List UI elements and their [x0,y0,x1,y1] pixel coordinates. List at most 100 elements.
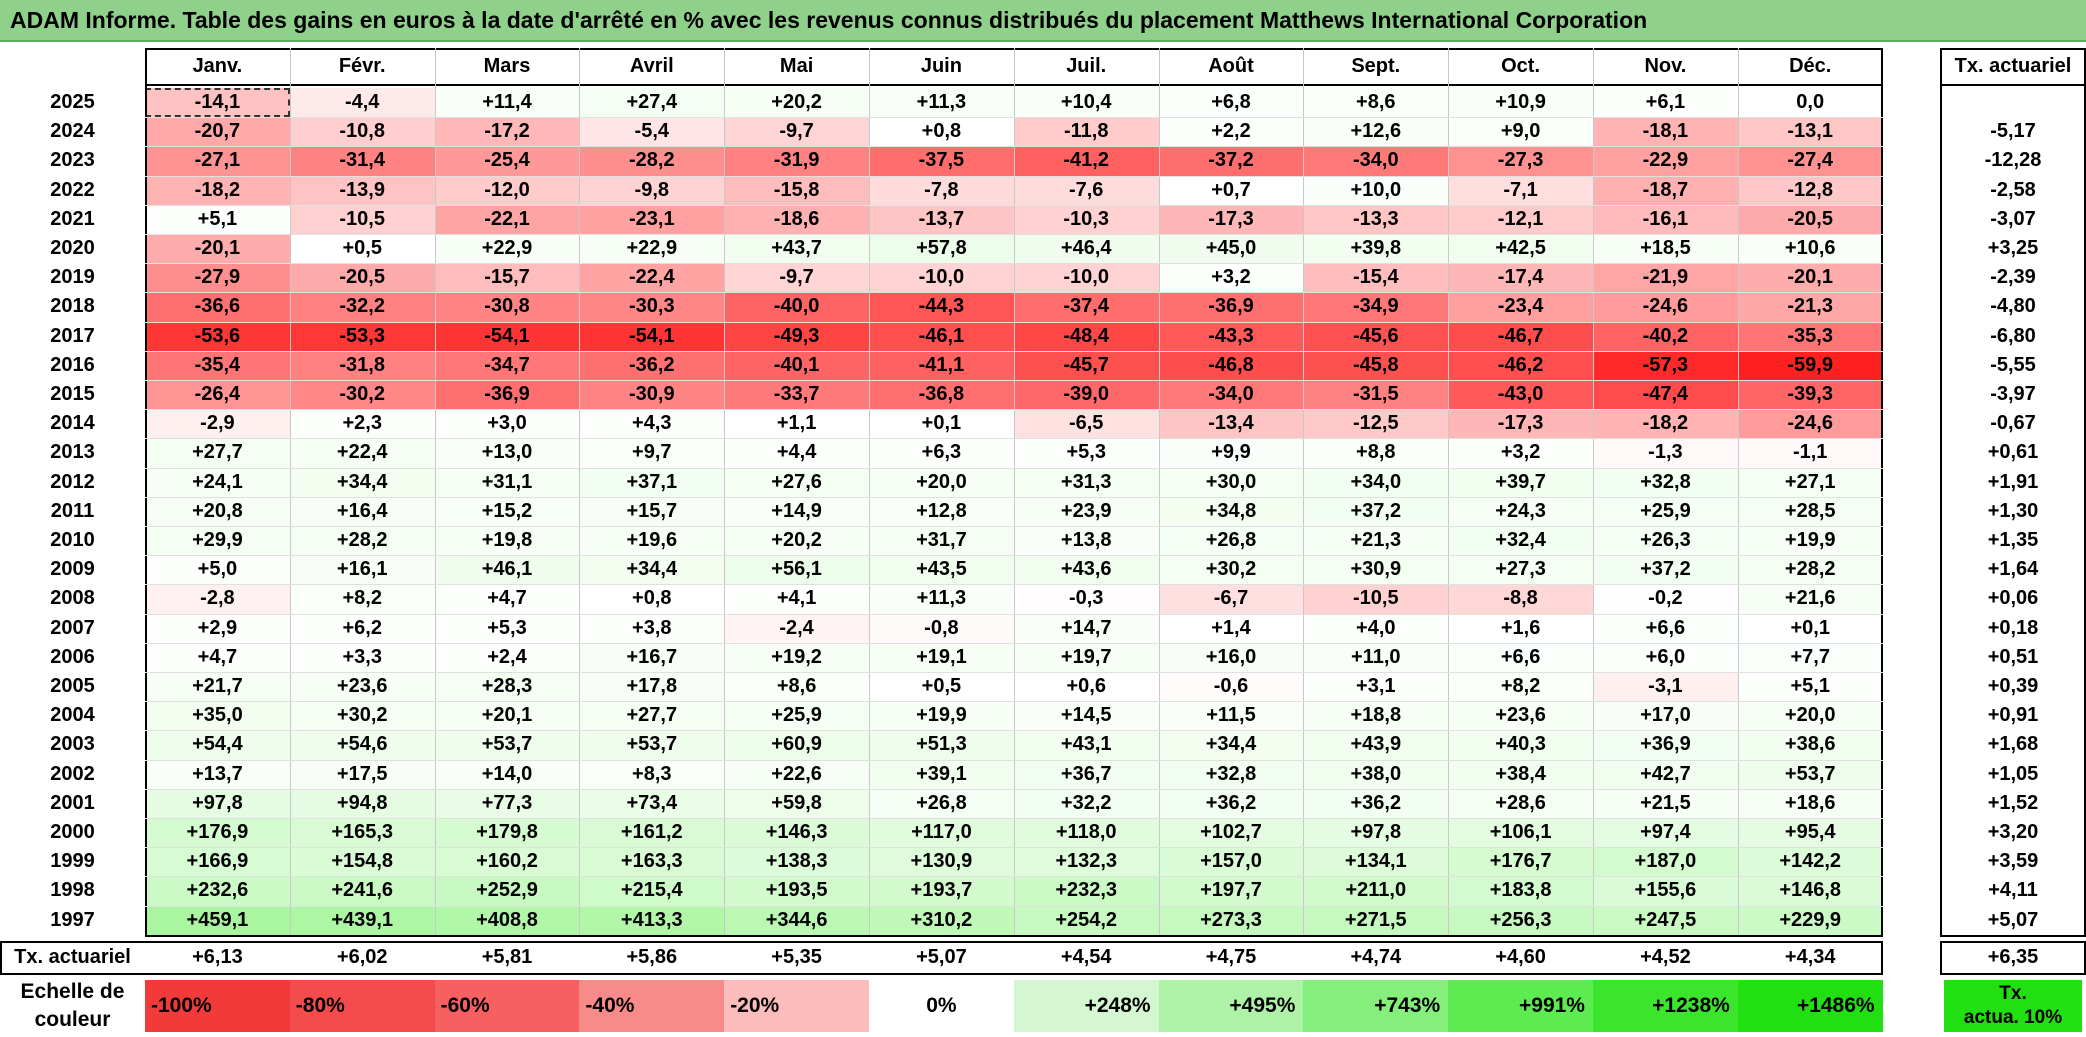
data-cell: -12,1 [1448,204,1593,234]
data-cell: -22,4 [579,263,725,293]
data-cell: -5,4 [579,117,725,147]
rate-cell: +1,35 [1987,529,2039,552]
data-cell: +32,4 [1448,526,1593,556]
data-cell: +16,7 [579,642,725,672]
data-cell: -36,9 [1158,292,1304,322]
data-cell: +118,0 [1013,818,1159,848]
data-cell: -13,3 [1303,204,1449,234]
data-cell: +1,6 [1448,613,1593,643]
data-cell: +4,1 [724,584,869,614]
month-header: Janv. [192,54,243,77]
rate-cell: -5,55 [1990,353,2036,376]
data-cell: -1,3 [1593,438,1738,468]
data-cell: +161,2 [579,818,725,848]
year-label: 2005 [50,675,95,698]
data-cell: +215,4 [579,876,725,906]
data-cell: +165,3 [289,818,435,848]
data-cell: +5,1 [145,204,290,234]
data-cell: +36,2 [1158,788,1304,818]
data-cell: +0,7 [1158,175,1304,205]
footer-rate-cell: +4,52 [1640,946,1691,969]
data-cell: +27,4 [579,88,725,118]
data-cell: -7,8 [869,175,1014,205]
data-cell: +37,2 [1593,555,1738,585]
year-label: 2003 [50,733,95,756]
data-cell: -0,8 [869,613,1014,643]
data-cell: +6,1 [1593,88,1738,118]
data-cell: -24,6 [1737,409,1883,439]
year-label: 2007 [50,616,95,639]
data-cell: +19,2 [724,642,869,672]
data-cell: -25,4 [434,146,580,176]
data-cell: +97,8 [145,788,290,818]
data-cell: +197,7 [1158,876,1304,906]
data-cell: +146,8 [1737,876,1883,906]
data-cell: -11,8 [1013,117,1159,147]
data-cell: +29,9 [145,526,290,556]
year-label: 2010 [50,529,95,552]
rate-cell: -3,07 [1990,207,2036,230]
data-cell: 0,0 [1737,88,1883,118]
data-cell: -18,6 [724,204,869,234]
data-cell: +10,6 [1737,234,1883,264]
data-cell: +14,5 [1013,701,1159,731]
data-cell: +28,2 [1737,555,1883,585]
scale-step: -80% [289,980,435,1032]
data-cell: +34,4 [289,467,435,497]
data-cell: +16,0 [1158,642,1304,672]
data-cell: +142,2 [1737,847,1883,877]
data-cell: -37,5 [869,146,1014,176]
month-header: Avril [629,54,674,77]
data-cell: -53,6 [145,321,290,351]
data-cell: +3,3 [289,642,435,672]
data-cell: +14,9 [724,496,869,526]
data-cell: -22,1 [434,204,580,234]
footer-rate-cell: +6,13 [192,946,243,969]
data-cell: +28,3 [434,672,580,702]
data-cell: +1,4 [1158,613,1304,643]
data-cell: +3,2 [1158,263,1304,293]
data-cell: -17,3 [1158,204,1304,234]
data-cell: -14,1 [145,88,290,118]
rate-cell: +3,20 [1987,821,2039,844]
scale-step: +495% [1158,980,1304,1032]
data-cell: +34,0 [1303,467,1449,497]
data-cell: +187,0 [1593,847,1738,877]
month-header: Sept. [1351,54,1401,77]
data-cell: +459,1 [145,905,290,935]
data-cell: +4,4 [724,438,869,468]
data-cell: +4,0 [1303,613,1449,643]
data-cell: +95,4 [1737,818,1883,848]
data-cell: +241,6 [289,876,435,906]
month-header: Nov. [1644,54,1687,77]
data-cell: -46,2 [1448,350,1593,380]
data-cell: -39,0 [1013,380,1159,410]
data-cell: +6,0 [1593,642,1738,672]
data-cell: +11,4 [434,88,580,118]
year-label: 2000 [50,821,95,844]
data-cell: -13,9 [289,175,435,205]
data-cell: +132,3 [1013,847,1159,877]
data-cell: +39,7 [1448,467,1593,497]
data-cell: -9,7 [724,117,869,147]
data-cell: -46,7 [1448,321,1593,351]
data-cell: -54,1 [579,321,725,351]
data-cell: +0,5 [869,672,1014,702]
year-label: 2004 [50,704,95,727]
data-cell: -18,1 [1593,117,1738,147]
data-cell: +146,3 [724,818,869,848]
data-cell: +6,2 [289,613,435,643]
scale-step: +991% [1448,980,1593,1032]
data-cell: -37,2 [1158,146,1304,176]
data-cell: +11,3 [869,88,1014,118]
data-cell: -30,3 [579,292,725,322]
data-cell: -18,2 [1593,409,1738,439]
data-cell: -45,8 [1303,350,1449,380]
data-cell: -31,4 [289,146,435,176]
data-cell: -30,2 [289,380,435,410]
month-header: Juin [920,54,962,77]
footer-rate-cell: +5,86 [626,946,678,969]
data-cell: +46,1 [434,555,580,585]
data-cell: +51,3 [869,730,1014,760]
data-cell: -45,6 [1303,321,1449,351]
